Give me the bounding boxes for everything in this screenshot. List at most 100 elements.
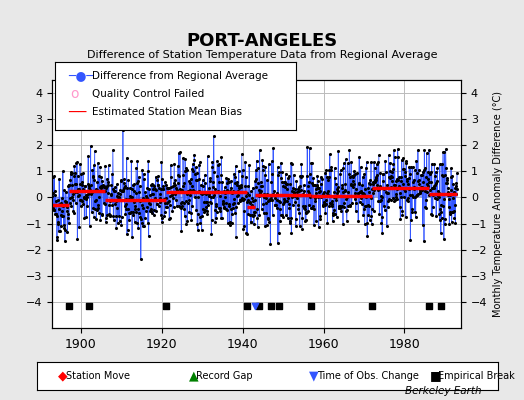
Point [379, 171, 387, 178]
Point [149, 185, 158, 192]
Point [352, 200, 361, 206]
Point [342, 208, 351, 214]
Point [396, 204, 404, 210]
Point [363, 158, 371, 165]
Point [288, 194, 297, 200]
Point [214, 162, 222, 168]
Point [174, 162, 182, 169]
Point [72, 181, 80, 188]
Point [302, 216, 310, 223]
Point [173, 203, 181, 210]
Point [250, 303, 259, 309]
Point [304, 179, 313, 185]
Point [414, 177, 423, 184]
Point [52, 198, 61, 204]
Point [313, 178, 322, 184]
Point [128, 234, 136, 240]
Point [359, 212, 367, 218]
Point [82, 196, 91, 202]
Point [70, 210, 78, 216]
Point [271, 202, 279, 208]
Point [408, 206, 416, 212]
Point [262, 210, 270, 216]
Point [266, 241, 275, 247]
Point [386, 168, 395, 175]
Point [78, 182, 86, 188]
Point [97, 183, 105, 189]
Point [227, 220, 236, 226]
Point [122, 195, 130, 202]
Point [336, 205, 344, 211]
Point [139, 205, 147, 211]
Point [96, 184, 105, 191]
Point [364, 202, 372, 208]
Point [151, 195, 159, 201]
Point [345, 171, 353, 178]
Point [202, 208, 211, 214]
Point [295, 210, 303, 216]
Point [185, 208, 194, 215]
Point [286, 218, 294, 224]
Point [100, 184, 108, 190]
Point [63, 215, 72, 222]
Point [310, 222, 318, 228]
Point [285, 201, 293, 208]
Point [427, 211, 435, 218]
Point [206, 199, 214, 205]
Point [376, 170, 385, 176]
Point [190, 151, 199, 158]
Point [417, 172, 425, 178]
Point [166, 202, 174, 208]
Point [82, 192, 90, 198]
Point [351, 171, 359, 177]
Point [379, 171, 387, 177]
Point [439, 203, 447, 209]
Point [411, 167, 419, 173]
Point [381, 189, 390, 196]
Point [180, 213, 189, 220]
Text: PORT-ANGELES: PORT-ANGELES [187, 32, 337, 50]
Point [111, 188, 119, 195]
Point [207, 194, 215, 200]
Point [59, 202, 68, 209]
Point [171, 182, 179, 188]
Point [433, 165, 442, 172]
Point [366, 177, 374, 184]
Point [256, 190, 265, 196]
Point [412, 170, 421, 176]
Point [165, 185, 173, 191]
Point [83, 191, 92, 197]
Point [226, 219, 234, 225]
Point [66, 195, 74, 201]
Point [261, 194, 270, 201]
Point [140, 197, 149, 203]
Point [393, 186, 401, 192]
Point [416, 190, 424, 196]
Point [166, 215, 174, 221]
Point [386, 184, 395, 190]
Point [162, 199, 171, 206]
Point [323, 189, 331, 196]
Point [254, 164, 262, 171]
Point [73, 159, 81, 166]
Point [171, 196, 180, 203]
Point [66, 200, 74, 206]
Point [341, 181, 350, 187]
Point [289, 192, 298, 199]
Point [173, 189, 181, 195]
Point [175, 203, 183, 210]
Point [79, 170, 88, 176]
Point [317, 180, 325, 187]
Point [265, 196, 274, 203]
Point [144, 168, 152, 174]
Point [117, 222, 125, 228]
Point [307, 303, 315, 309]
Point [79, 200, 88, 207]
Point [399, 154, 408, 161]
Point [196, 190, 205, 196]
Point [369, 179, 378, 185]
Point [448, 208, 456, 215]
Point [344, 202, 352, 209]
Point [237, 184, 246, 190]
Y-axis label: Monthly Temperature Anomaly Difference (°C): Monthly Temperature Anomaly Difference (… [493, 91, 503, 317]
